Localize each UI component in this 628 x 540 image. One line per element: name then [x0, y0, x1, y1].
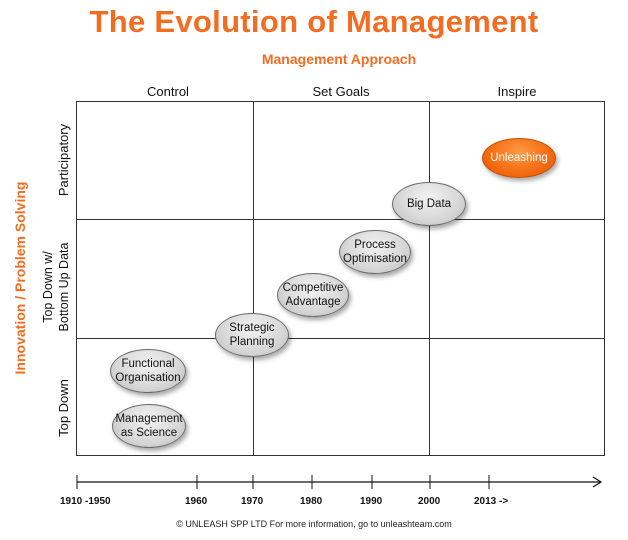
grid-divider-vertical-2 [429, 102, 430, 455]
y-axis-title: Innovation / Problem Solving [12, 181, 28, 375]
bubble-text: Functional [121, 358, 175, 370]
page-title: The Evolution of Management [89, 4, 539, 39]
bubble-text: Strategic [229, 322, 275, 334]
year-label-2000: 2000 [418, 496, 441, 507]
grid-divider-horizontal-2 [77, 338, 604, 339]
row-header-line-1: Top Down w/ [41, 251, 55, 323]
row-header-top-down: Top Down [56, 379, 71, 437]
timeline-axis [76, 475, 603, 489]
year-label-1980: 1980 [300, 496, 323, 507]
year-label-1960: 1960 [185, 496, 208, 507]
matrix-grid [76, 101, 605, 456]
bubble-text: Big Data [406, 198, 452, 210]
management-approach-heading: Management Approach [261, 51, 417, 67]
bubble-process-optimisation: Process Optimisation [339, 230, 411, 274]
row-header-top-down-bottom-up: Top Down w/ Bottom Up Data [40, 227, 72, 347]
bubble-text: Unleashing [490, 152, 548, 164]
bubble-text: Planning [229, 336, 275, 348]
column-header-control: Control [147, 84, 189, 99]
bubble-management-as-science: Management as Science [112, 404, 186, 448]
bubble-text: as Science [120, 427, 178, 439]
row-header-participatory: Participatory [56, 123, 71, 197]
grid-divider-horizontal-1 [77, 219, 604, 220]
bubble-text: Organisation [115, 372, 181, 384]
bubble-strategic-planning: Strategic Planning [215, 313, 289, 357]
column-header-set-goals: Set Goals [312, 84, 370, 99]
row-header-line-2: Bottom Up Data [57, 242, 71, 332]
bubble-text: Competitive [282, 282, 344, 294]
year-label-1970: 1970 [241, 496, 264, 507]
bubble-functional-organisation: Functional Organisation [110, 349, 186, 393]
bubble-text: Process [354, 239, 396, 251]
year-label-1910-1950: 1910 -1950 [60, 496, 111, 507]
grid-divider-vertical-1 [253, 102, 254, 455]
bubble-text: Management [115, 413, 183, 425]
bubble-text: Advantage [285, 296, 341, 308]
bubble-unleashing: Unleashing [482, 138, 556, 178]
year-label-1990: 1990 [360, 496, 383, 507]
bubble-big-data: Big Data [392, 182, 466, 226]
year-label-2013: 2013 -> [474, 496, 509, 507]
footer-copyright: © UNLEASH SPP LTD For more information, … [176, 519, 452, 529]
bubble-text: Optimisation [343, 253, 407, 265]
bubble-competitive-advantage: Competitive Advantage [277, 273, 349, 317]
column-header-inspire: Inspire [497, 84, 537, 99]
